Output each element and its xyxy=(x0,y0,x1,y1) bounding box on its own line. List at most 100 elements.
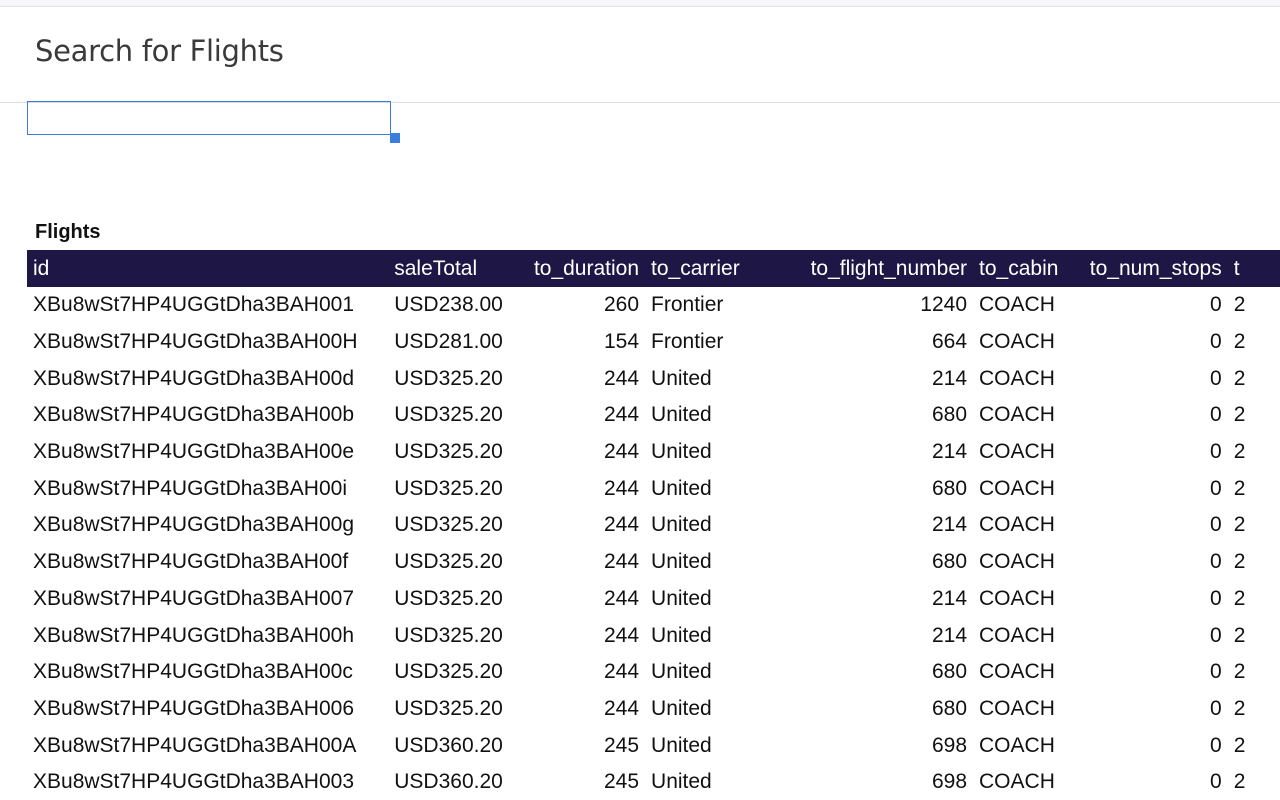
cell-to-carrier: United xyxy=(651,696,712,720)
cell-to-duration: 244 xyxy=(603,550,640,574)
cell-to-flight-number: 214 xyxy=(931,623,968,647)
cell-to-flight-number: 214 xyxy=(931,366,968,390)
cell-to-num-stops: 0 xyxy=(1210,623,1222,647)
cell-to-duration: 244 xyxy=(603,440,640,464)
table-row[interactable]: XBu8wSt7HP4UGGtDha3BAH00h USD325.20 244 Uni… xyxy=(27,617,1280,654)
table-row[interactable]: XBu8wSt7HP4UGGtDha3BAH00c USD325.20 244 Uni… xyxy=(27,654,1280,691)
cell-to-cabin: COACH xyxy=(979,696,1055,720)
cell-saleTotal: USD325.20 xyxy=(394,586,503,610)
cell-to-num-stops: 0 xyxy=(1210,696,1222,720)
column-header-to-carrier[interactable]: to_carrier xyxy=(645,250,785,287)
column-header-to-flight-number[interactable]: to_flight_number xyxy=(784,250,974,287)
table-row[interactable]: XBu8wSt7HP4UGGtDha3BAH00b USD325.20 244 Uni… xyxy=(27,397,1280,434)
cell-to-carrier: Frontier xyxy=(651,330,724,354)
cell-to-cabin: COACH xyxy=(979,513,1055,537)
cell-to-flight-number: 664 xyxy=(931,330,968,354)
cell-to-carrier: United xyxy=(651,733,712,757)
cell-saleTotal: USD325.20 xyxy=(394,660,503,684)
resize-handle[interactable] xyxy=(390,133,400,143)
cell-to-flight-number: 680 xyxy=(931,476,968,500)
cell-to-duration: 244 xyxy=(603,513,640,537)
cell-to-cabin: COACH xyxy=(979,660,1055,684)
cell-id: XBu8wSt7HP4UGGtDha3BAH006 xyxy=(33,696,354,720)
column-header-to-num-stops[interactable]: to_num_stops xyxy=(1071,250,1228,287)
column-header-to-duration[interactable]: to_duration xyxy=(517,250,646,287)
cell-to-cabin: COACH xyxy=(979,586,1055,610)
cell-t: 2 xyxy=(1233,550,1246,574)
cell-to-flight-number: 214 xyxy=(931,513,968,537)
cell-t: 2 xyxy=(1233,293,1246,317)
cell-to-flight-number: 680 xyxy=(931,696,968,720)
cell-to-num-stops: 0 xyxy=(1210,440,1222,464)
table-title: Flights xyxy=(35,221,101,243)
table-row[interactable]: XBu8wSt7HP4UGGtDha3BAH007 USD325.20 244 Uni… xyxy=(27,581,1280,618)
cell-to-carrier: United xyxy=(651,623,712,647)
cell-to-num-stops: 0 xyxy=(1210,550,1222,574)
cell-to-num-stops: 0 xyxy=(1210,513,1222,537)
cell-to-cabin: COACH xyxy=(979,770,1055,794)
cell-t: 2 xyxy=(1233,476,1246,500)
table-header-row: id saleTotal to_duration to_carrier to_fligh… xyxy=(27,250,1280,287)
cell-t: 2 xyxy=(1233,330,1246,354)
column-header-id[interactable]: id xyxy=(27,250,389,287)
cell-to-num-stops: 0 xyxy=(1210,366,1222,390)
table-row[interactable]: XBu8wSt7HP4UGGtDha3BAH003 USD360.20 245 Uni… xyxy=(27,764,1280,800)
cell-id: XBu8wSt7HP4UGGtDha3BAH00h xyxy=(33,623,354,647)
cell-t: 2 xyxy=(1233,733,1246,757)
cell-id: XBu8wSt7HP4UGGtDha3BAH007 xyxy=(33,586,354,610)
cell-t: 2 xyxy=(1233,403,1246,427)
cell-to-carrier: Frontier xyxy=(651,293,724,317)
top-bar xyxy=(0,0,1280,7)
cell-to-duration: 244 xyxy=(603,403,640,427)
table-row[interactable]: XBu8wSt7HP4UGGtDha3BAH00d USD325.20 244 Uni… xyxy=(27,360,1280,397)
table-row[interactable]: XBu8wSt7HP4UGGtDha3BAH001 USD238.00 260 Fro… xyxy=(27,287,1280,324)
cell-to-carrier: United xyxy=(651,403,712,427)
cell-t: 2 xyxy=(1233,660,1246,684)
table-row[interactable]: XBu8wSt7HP4UGGtDha3BAH00H USD281.00 154 Fro… xyxy=(27,324,1280,361)
cell-saleTotal: USD325.20 xyxy=(394,550,503,574)
cell-to-num-stops: 0 xyxy=(1210,733,1222,757)
cell-t: 2 xyxy=(1233,696,1246,720)
cell-to-carrier: United xyxy=(651,550,712,574)
cell-saleTotal: USD325.20 xyxy=(394,403,503,427)
table-row[interactable]: XBu8wSt7HP4UGGtDha3BAH00f USD325.20 244 Uni… xyxy=(27,544,1280,581)
cell-id: XBu8wSt7HP4UGGtDha3BAH00e xyxy=(33,440,354,464)
column-header-to-cabin[interactable]: to_cabin xyxy=(973,250,1072,287)
cell-to-duration: 244 xyxy=(603,586,640,610)
cell-to-cabin: COACH xyxy=(979,733,1055,757)
cell-to-carrier: United xyxy=(651,513,712,537)
cell-to-carrier: United xyxy=(651,366,712,390)
cell-to-duration: 244 xyxy=(603,366,640,390)
cell-to-cabin: COACH xyxy=(979,476,1055,500)
column-header-t[interactable]: t xyxy=(1227,250,1280,287)
cell-to-num-stops: 0 xyxy=(1210,476,1222,500)
cell-saleTotal: USD325.20 xyxy=(394,696,503,720)
table-row[interactable]: XBu8wSt7HP4UGGtDha3BAH00e USD325.20 244 Uni… xyxy=(27,434,1280,471)
cell-id: XBu8wSt7HP4UGGtDha3BAH00c xyxy=(33,660,353,684)
cell-saleTotal: USD325.20 xyxy=(394,366,503,390)
table-row[interactable]: XBu8wSt7HP4UGGtDha3BAH00i USD325.20 244 Uni… xyxy=(27,470,1280,507)
table-row[interactable]: XBu8wSt7HP4UGGtDha3BAH00g USD325.20 244 Uni… xyxy=(27,507,1280,544)
cell-to-cabin: COACH xyxy=(979,330,1055,354)
cell-t: 2 xyxy=(1233,513,1246,537)
cell-t: 2 xyxy=(1233,440,1246,464)
search-input[interactable] xyxy=(27,101,391,135)
cell-t: 2 xyxy=(1233,366,1246,390)
header-divider xyxy=(0,102,1280,103)
column-header-saleTotal[interactable]: saleTotal xyxy=(388,250,518,287)
cell-to-num-stops: 0 xyxy=(1210,330,1222,354)
cell-to-duration: 244 xyxy=(603,476,640,500)
cell-saleTotal: USD325.20 xyxy=(394,623,503,647)
cell-to-flight-number: 680 xyxy=(931,403,968,427)
cell-to-flight-number: 698 xyxy=(931,770,968,794)
cell-to-flight-number: 214 xyxy=(931,440,968,464)
cell-t: 2 xyxy=(1233,770,1246,794)
cell-to-flight-number: 698 xyxy=(931,733,968,757)
table-row[interactable]: XBu8wSt7HP4UGGtDha3BAH006 USD325.20 244 Uni… xyxy=(27,691,1280,728)
cell-to-cabin: COACH xyxy=(979,440,1055,464)
table-row[interactable]: XBu8wSt7HP4UGGtDha3BAH00A USD360.20 245 Uni… xyxy=(27,727,1280,764)
cell-id: XBu8wSt7HP4UGGtDha3BAH00d xyxy=(33,366,354,390)
cell-to-cabin: COACH xyxy=(979,293,1055,317)
cell-to-flight-number: 1240 xyxy=(920,293,968,317)
